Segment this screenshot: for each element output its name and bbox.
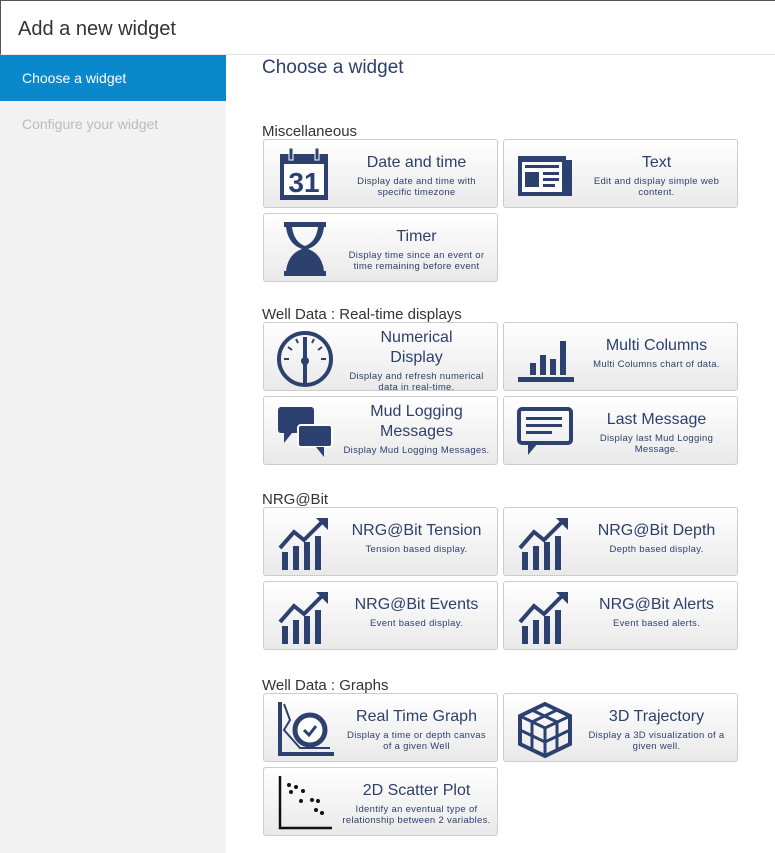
widget-description: Display a 3D visualization of a given we…	[588, 730, 725, 752]
widget-description: Display a time or depth canvas of a give…	[347, 730, 486, 752]
gauge-icon	[277, 331, 333, 387]
widget-description: Multi Columns chart of data.	[593, 359, 720, 370]
widget-title: 2D Scatter Plot	[362, 782, 471, 799]
widget-card-nrg-bit-tension[interactable]: NRG@Bit Tension Tension based display.	[263, 507, 498, 576]
widget-description: Display and refresh numerical data in re…	[349, 371, 484, 391]
widget-card-3d-trajectory[interactable]: 3D Trajectory Display a 3D visualization…	[503, 693, 738, 762]
widget-card-multi-columns[interactable]: Multi Columns Multi Columns chart of dat…	[503, 322, 738, 391]
widget-title: Mud Logging Messages	[370, 403, 463, 440]
widget-description: Identify an eventual type of relationshi…	[342, 804, 491, 826]
scatter-plot-icon	[278, 776, 332, 830]
widget-title: 3D Trajectory	[608, 708, 705, 725]
widget-title: NRG@Bit Events	[354, 596, 479, 613]
widget-description: Display time since an event or time rema…	[348, 250, 485, 272]
dialog-header: Add a new widget	[0, 0, 775, 55]
widget-card-2d-scatter-plot[interactable]: 2D Scatter Plot Identify an eventual typ…	[263, 767, 498, 836]
dialog-title: Add a new widget	[18, 18, 176, 40]
trend-chart-icon	[278, 518, 328, 570]
widget-description: Display date and time with specific time…	[357, 176, 476, 198]
widget-title: NRG@Bit Alerts	[599, 596, 714, 613]
widget-card-date-and-time[interactable]: 31 Date and time Display date and time w…	[263, 139, 498, 208]
widget-title: Numerical Display	[380, 329, 453, 366]
chat-bubbles-icon	[278, 407, 333, 457]
calendar-icon: 31	[280, 147, 328, 200]
trend-chart-icon	[518, 592, 568, 644]
page-title: Choose a widget	[262, 57, 404, 78]
sidebar: Choose a widget Configure your widget	[0, 55, 226, 853]
main-content: Choose a widget Miscellaneous 31 Date and…	[262, 55, 762, 836]
sidebar-item-configure-widget[interactable]: Configure your widget	[22, 116, 159, 132]
clock-graph-icon	[278, 702, 334, 756]
widget-card-nrg-bit-alerts[interactable]: NRG@Bit Alerts Event based alerts.	[503, 581, 738, 650]
svg-text:31: 31	[288, 167, 319, 198]
widget-card-timer[interactable]: Timer Display time since an event or tim…	[263, 213, 498, 282]
section-label: Well Data : Graphs	[262, 677, 389, 694]
widget-card-numerical-display[interactable]: Numerical Display Display and refresh nu…	[263, 322, 498, 391]
section-label: NRG@Bit	[262, 491, 329, 508]
widget-title: Last Message	[606, 411, 707, 428]
widget-description: Tension based display.	[365, 544, 468, 555]
newspaper-icon	[518, 156, 572, 196]
widget-card-last-message[interactable]: Last Message Display last Mud Logging Me…	[503, 396, 738, 465]
widget-title: Text	[641, 154, 672, 171]
widget-description: Display last Mud Logging Message.	[599, 433, 714, 455]
widget-description: Depth based display.	[609, 544, 704, 555]
widget-card-real-time-graph[interactable]: Real Time Graph Display a time or depth …	[263, 693, 498, 762]
message-icon	[517, 407, 573, 455]
widget-description: Display Mud Logging Messages.	[343, 445, 490, 456]
widget-card-nrg-bit-depth[interactable]: NRG@Bit Depth Depth based display.	[503, 507, 738, 576]
widget-title: NRG@Bit Tension	[351, 522, 482, 539]
widget-card-mud-logging-messages[interactable]: Mud Logging Messages Display Mud Logging…	[263, 396, 498, 465]
trend-chart-icon	[518, 518, 568, 570]
widget-title: Real Time Graph	[356, 708, 477, 725]
bar-chart-icon	[518, 341, 574, 382]
sidebar-item-choose-widget[interactable]: Choose a widget	[0, 55, 226, 101]
hourglass-icon	[284, 222, 326, 276]
widget-card-text[interactable]: Text Edit and display simple web content…	[503, 139, 738, 208]
widget-title: Date and time	[366, 154, 467, 171]
widget-title: Multi Columns	[605, 337, 708, 354]
widget-description: Event based display.	[370, 618, 463, 629]
widget-description: Edit and display simple web content.	[593, 176, 720, 198]
cube-icon	[518, 701, 572, 758]
widget-card-nrg-bit-events[interactable]: NRG@Bit Events Event based display.	[263, 581, 498, 650]
trend-chart-icon	[278, 592, 328, 644]
widget-title: NRG@Bit Depth	[597, 522, 716, 539]
widget-description: Event based alerts.	[612, 618, 701, 629]
section-label: Well Data : Real-time displays	[262, 306, 462, 323]
section-label: Miscellaneous	[262, 123, 358, 140]
widget-title: Timer	[396, 228, 437, 245]
